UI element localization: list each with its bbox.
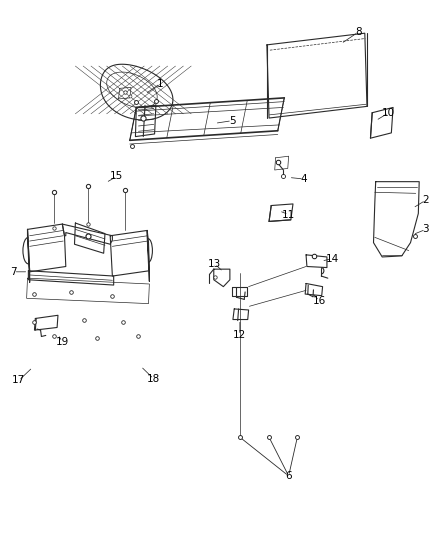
Text: 6: 6 — [285, 471, 292, 481]
Text: 16: 16 — [312, 296, 326, 306]
Text: 2: 2 — [422, 195, 429, 205]
Text: 8: 8 — [355, 27, 362, 37]
Text: 4: 4 — [300, 174, 307, 184]
Text: 18: 18 — [147, 374, 160, 384]
Text: 3: 3 — [422, 224, 429, 235]
Text: 17: 17 — [12, 375, 25, 385]
Text: 7: 7 — [10, 267, 17, 277]
Text: 1: 1 — [157, 78, 163, 88]
Text: 12: 12 — [233, 330, 247, 341]
Text: 10: 10 — [382, 108, 396, 118]
Text: 5: 5 — [229, 116, 235, 126]
Text: 11: 11 — [282, 209, 295, 220]
Text: 14: 14 — [325, 254, 339, 263]
Text: 19: 19 — [56, 337, 69, 347]
Text: 15: 15 — [110, 172, 124, 181]
Text: 13: 13 — [208, 259, 221, 269]
